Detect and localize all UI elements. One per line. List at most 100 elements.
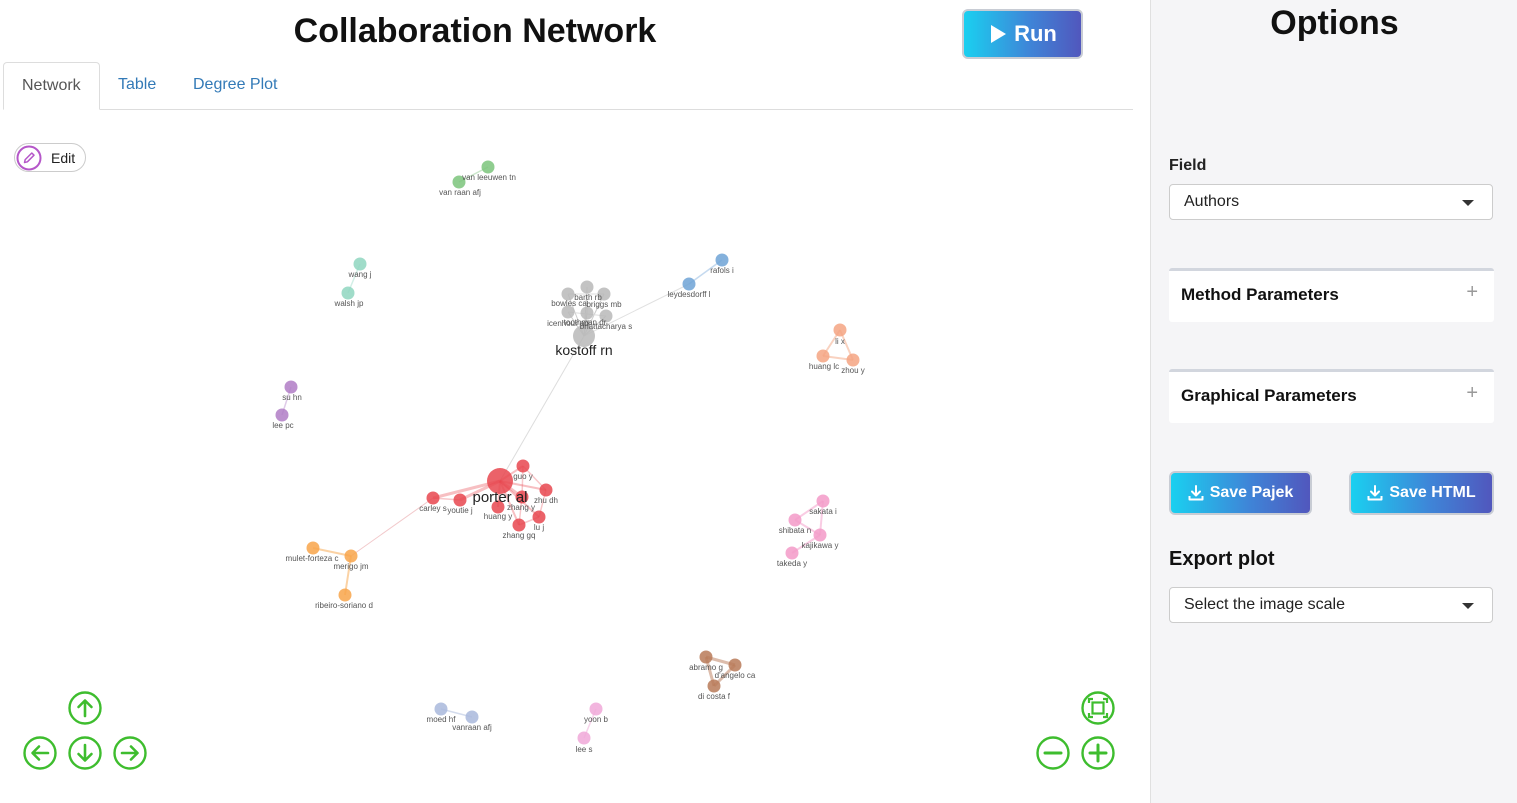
network-node[interactable] [597, 287, 611, 301]
network-node[interactable] [344, 549, 358, 563]
node-label: zhu dh [534, 496, 558, 505]
network-node[interactable] [785, 546, 799, 560]
network-node[interactable] [491, 500, 505, 514]
network-node[interactable] [561, 287, 575, 301]
node-label: yoon b [584, 715, 609, 724]
node-label: rafols i [710, 266, 734, 275]
pan-right-icon[interactable] [113, 736, 147, 770]
fit-view-icon[interactable] [1081, 691, 1115, 725]
expand-plus-icon[interactable]: + [1466, 281, 1478, 303]
node-label: kostoff rn [555, 342, 612, 358]
pan-down-icon[interactable] [68, 736, 102, 770]
network-node[interactable] [715, 253, 729, 267]
graphical-parameters-panel[interactable]: Graphical Parameters + [1169, 369, 1494, 423]
network-node[interactable] [728, 658, 742, 672]
network-node[interactable] [561, 305, 575, 319]
node-label: lee pc [272, 421, 293, 430]
network-node[interactable] [306, 541, 320, 555]
pan-left-icon[interactable] [23, 736, 57, 770]
main-panel: Collaboration Network Run Network Table … [0, 9, 1150, 803]
network-node[interactable] [487, 468, 513, 494]
network-node[interactable] [699, 650, 713, 664]
network-graph[interactable]: van leeuwen tn van raan afj wang j walsh jp… [0, 110, 1150, 803]
node-label: sakata i [809, 507, 837, 516]
node-label: carley s [419, 504, 447, 513]
network-node[interactable] [580, 306, 594, 320]
zoom-out-icon[interactable] [1036, 736, 1070, 770]
network-node[interactable] [275, 408, 289, 422]
save-pajek-label: Save Pajek [1209, 484, 1294, 501]
network-node[interactable] [481, 160, 495, 174]
network-node[interactable] [341, 286, 355, 300]
play-icon [991, 25, 1007, 43]
options-sidebar: Options Field Authors Method Parameters … [1150, 0, 1517, 803]
node-label: moed hf [427, 715, 457, 724]
image-scale-select[interactable]: Select the image scale [1169, 587, 1493, 623]
network-node[interactable] [284, 380, 298, 394]
node-label: vanraan afj [452, 723, 492, 732]
network-node[interactable] [833, 323, 847, 337]
save-html-label: Save HTML [1389, 484, 1476, 501]
save-pajek-button[interactable]: Save Pajek [1169, 471, 1312, 515]
graphical-parameters-title: Graphical Parameters [1181, 386, 1357, 405]
network-node[interactable] [452, 175, 466, 189]
run-button[interactable]: Run [962, 9, 1083, 59]
network-node[interactable] [788, 513, 802, 527]
network-node[interactable] [516, 459, 530, 473]
network-node[interactable] [532, 510, 546, 524]
network-edges [281, 166, 854, 739]
network-node[interactable] [580, 280, 594, 294]
network-node[interactable] [813, 528, 827, 542]
network-node[interactable] [539, 483, 553, 497]
save-html-button[interactable]: Save HTML [1349, 471, 1494, 515]
field-select-value: Authors [1184, 193, 1240, 210]
network-node[interactable] [707, 679, 721, 693]
image-scale-select-value: Select the image scale [1184, 596, 1345, 613]
tab-network[interactable]: Network [3, 62, 100, 110]
network-node[interactable] [577, 731, 591, 745]
page-title: Collaboration Network [293, 12, 657, 50]
tab-table[interactable]: Table [118, 76, 157, 93]
field-label: Field [1169, 157, 1207, 174]
network-node[interactable] [816, 349, 830, 363]
method-parameters-panel[interactable]: Method Parameters + [1169, 268, 1494, 322]
node-label: zhang y [507, 503, 535, 512]
node-label: merigo jm [333, 562, 368, 571]
network-node[interactable] [589, 702, 603, 716]
node-label: lee s [576, 745, 593, 754]
network-node[interactable] [573, 325, 595, 347]
network-node[interactable] [426, 491, 440, 505]
node-label: su hn [282, 393, 302, 402]
network-node[interactable] [338, 588, 352, 602]
network-node[interactable] [816, 494, 830, 508]
tab-bar: Network Table Degree Plot [3, 62, 1133, 110]
network-node[interactable] [465, 710, 479, 724]
zoom-in-icon[interactable] [1081, 736, 1115, 770]
edit-button[interactable]: Edit [14, 143, 86, 172]
field-select[interactable]: Authors [1169, 184, 1493, 220]
network-node[interactable] [515, 490, 529, 504]
download-icon [1367, 485, 1383, 501]
caret-down-icon [1462, 200, 1474, 206]
expand-plus-icon[interactable]: + [1466, 382, 1478, 404]
network-node[interactable] [512, 518, 526, 532]
node-label: porter al [472, 489, 527, 506]
node-label: van leeuwen tn [462, 173, 516, 182]
node-label: walsh jp [334, 299, 364, 308]
network-node[interactable] [599, 309, 613, 323]
node-label: wang j [347, 270, 371, 279]
network-node[interactable] [353, 257, 367, 271]
caret-down-icon [1462, 603, 1474, 609]
network-node[interactable] [434, 702, 448, 716]
network-node[interactable] [682, 277, 696, 291]
node-label: zhang gq [503, 531, 536, 540]
pan-up-icon[interactable] [68, 691, 102, 725]
network-node[interactable] [453, 493, 467, 507]
node-label: huang lc [809, 362, 839, 371]
network-node[interactable] [846, 353, 860, 367]
export-plot-label: Export plot [1169, 548, 1275, 570]
node-label: guo y [513, 472, 533, 481]
tab-degree-plot[interactable]: Degree Plot [193, 76, 278, 93]
node-label: di costa f [698, 692, 731, 701]
node-label: lu j [534, 523, 544, 532]
